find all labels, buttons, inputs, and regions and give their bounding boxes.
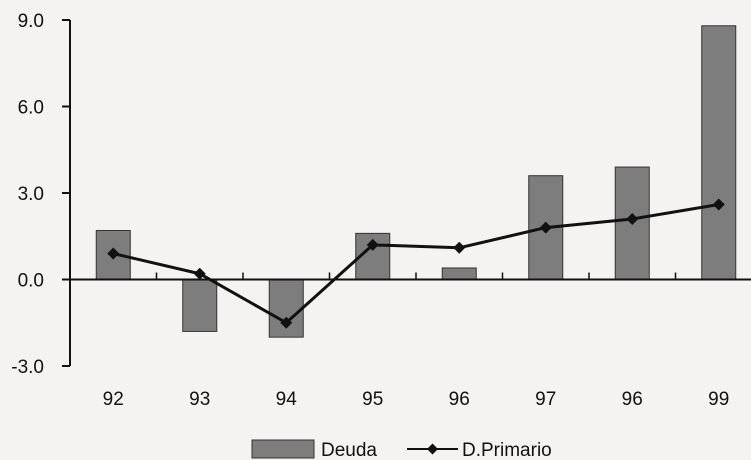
x-tick-label: 95 xyxy=(362,389,383,410)
x-tick-label: 94 xyxy=(276,389,298,410)
series-line-dprimario xyxy=(112,203,719,325)
line-point xyxy=(712,198,725,211)
line-point xyxy=(366,238,379,251)
line-point xyxy=(626,212,639,225)
line-point xyxy=(107,247,120,260)
x-tick-label: 96 xyxy=(449,389,470,410)
x-tick-label: 99 xyxy=(708,389,729,410)
bar xyxy=(182,279,218,332)
bar xyxy=(701,25,737,281)
y-tick-label: 0.0 xyxy=(18,271,44,292)
plot-area: -3.0 0.0 3.0 6.0 9.0 92 93 94 95 96 97 96 99 xyxy=(11,11,751,410)
legend-marker-dprimario xyxy=(427,443,438,455)
line-point xyxy=(193,267,206,280)
y-tick-label: -3.0 xyxy=(11,357,44,378)
line-point xyxy=(539,221,552,234)
legend-label-dprimario: D.Primario xyxy=(462,440,552,460)
bar xyxy=(441,267,477,281)
x-tick-label: 97 xyxy=(535,389,556,410)
x-tick-label: 96 xyxy=(622,389,643,410)
legend: Deuda D.Primario xyxy=(251,439,552,460)
y-tick-label: 3.0 xyxy=(18,184,44,205)
y-tick-label: 9.0 xyxy=(18,11,44,32)
x-tick-label: 92 xyxy=(103,389,124,410)
line-point xyxy=(453,241,466,254)
y-tick-label: 6.0 xyxy=(18,98,44,119)
line-point xyxy=(280,316,293,329)
legend-swatch-deuda xyxy=(251,439,315,459)
legend-label-deuda: Deuda xyxy=(321,440,377,460)
x-tick-label: 93 xyxy=(189,389,210,410)
